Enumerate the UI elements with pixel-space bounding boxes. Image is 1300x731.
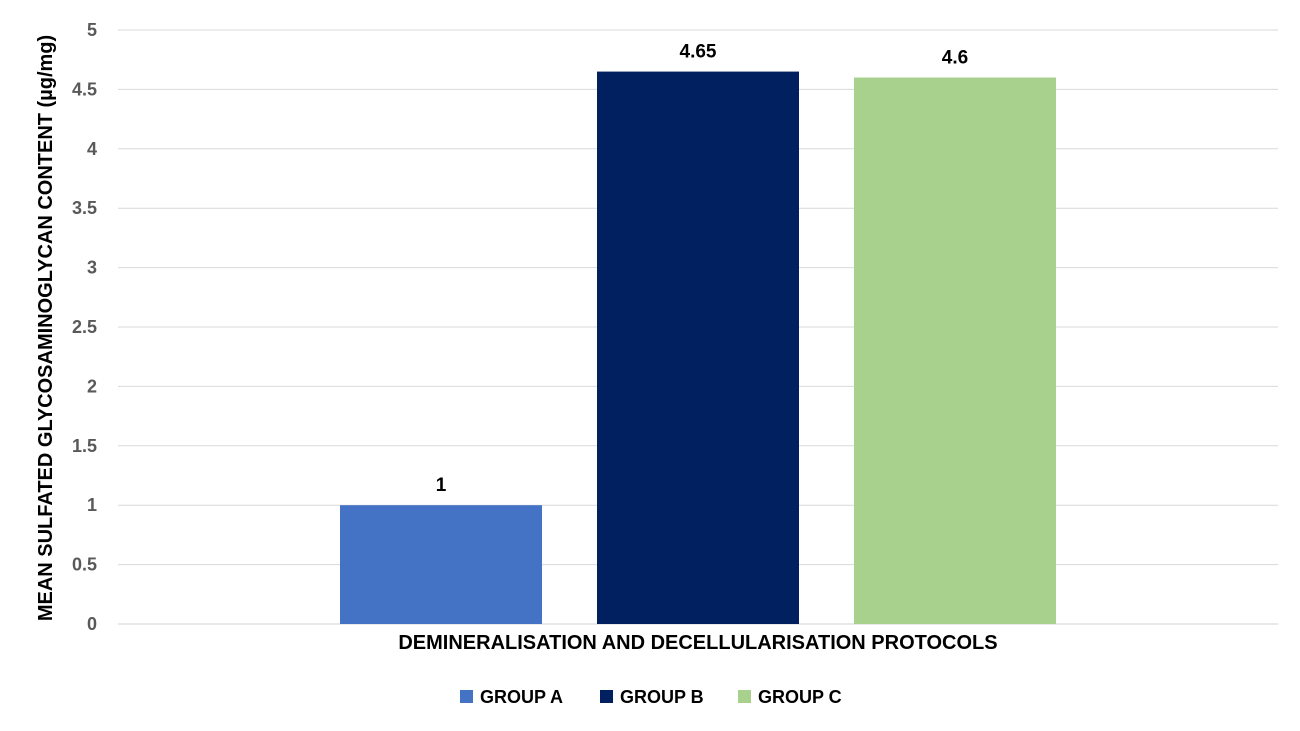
data-label-group-b: 4.65 [680, 42, 717, 63]
y-tick-label: 1.5 [72, 436, 97, 456]
y-tick-label: 4 [87, 139, 97, 159]
y-axis-ticks: 0 0.5 1 1.5 2 2.5 3 3.5 4 4.5 5 [72, 20, 97, 634]
y-tick-label: 3.5 [72, 198, 97, 218]
data-labels: 1 4.65 4.6 [436, 42, 969, 497]
legend-label-group-a: GROUP A [480, 687, 563, 707]
legend-label-group-c: GROUP C [758, 687, 842, 707]
y-tick-label: 3 [87, 258, 97, 278]
y-tick-label: 0 [87, 614, 97, 634]
legend: GROUP A GROUP B GROUP C [460, 687, 842, 707]
bar-group-b [597, 71, 799, 624]
x-axis-title: DEMINERALISATION AND DECELLULARISATION P… [398, 632, 997, 654]
y-tick-label: 1 [87, 495, 97, 515]
legend-label-group-b: GROUP B [620, 687, 704, 707]
y-tick-label: 2.5 [72, 317, 97, 337]
y-tick-label: 5 [87, 20, 97, 40]
data-label-group-a: 1 [436, 475, 447, 496]
bars [340, 71, 1056, 624]
bar-group-c [854, 77, 1056, 624]
legend-swatch-group-a [460, 690, 473, 703]
y-tick-label: 0.5 [72, 555, 97, 575]
y-axis-title: MEAN SULFATED GLYCOSAMINOGLYCAN CONTENT … [35, 35, 57, 621]
legend-swatch-group-b [600, 690, 613, 703]
bar-group-a [340, 505, 542, 624]
data-label-group-c: 4.6 [942, 48, 968, 69]
y-tick-label: 2 [87, 376, 97, 396]
legend-swatch-group-c [738, 690, 751, 703]
y-tick-label: 4.5 [72, 79, 97, 99]
